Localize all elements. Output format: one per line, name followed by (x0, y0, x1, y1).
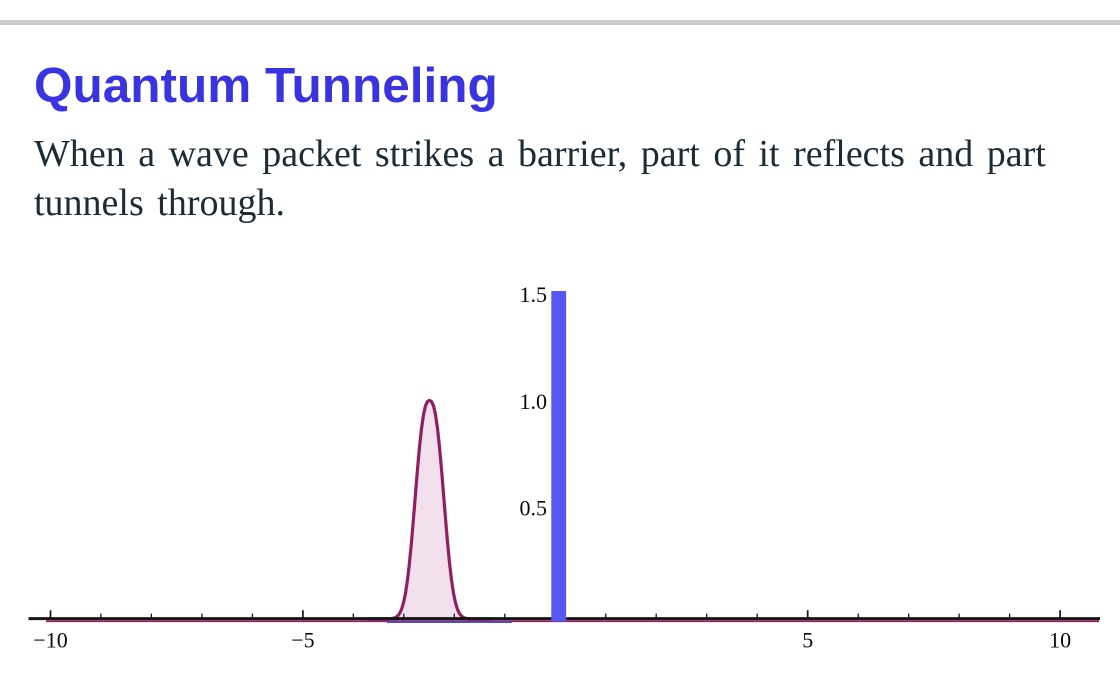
svg-text:−10: −10 (33, 628, 67, 653)
svg-text:−5: −5 (291, 628, 314, 653)
svg-text:10: 10 (1049, 628, 1071, 653)
svg-text:1.0: 1.0 (520, 389, 548, 414)
svg-text:0.5: 0.5 (520, 496, 548, 521)
svg-text:1.5: 1.5 (520, 282, 548, 307)
svg-text:5: 5 (802, 628, 813, 653)
